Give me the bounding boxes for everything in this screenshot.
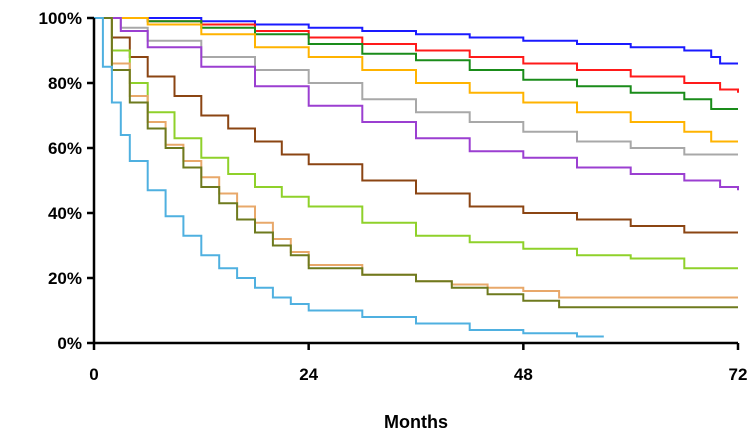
y-tick-label: 100% bbox=[39, 9, 82, 28]
y-tick-label: 20% bbox=[48, 269, 82, 288]
x-axis-title: Months bbox=[384, 412, 448, 432]
y-tick-label: 40% bbox=[48, 204, 82, 223]
x-tick-label: 0 bbox=[89, 365, 98, 384]
x-tick-label: 72 bbox=[729, 365, 748, 384]
series-line bbox=[94, 17, 604, 338]
x-tick-label: 24 bbox=[299, 365, 318, 384]
ticks-layer: 0 24 48 72 0% 20% 40% 60% 80% 100% bbox=[39, 9, 748, 384]
x-tick-label: 48 bbox=[514, 365, 533, 384]
series-line bbox=[94, 17, 738, 309]
series-line bbox=[94, 17, 738, 110]
series-line bbox=[94, 17, 738, 234]
series-line bbox=[94, 17, 739, 93]
series-layer bbox=[94, 17, 739, 338]
series-line bbox=[94, 17, 739, 191]
series-line bbox=[94, 17, 738, 299]
series-line bbox=[94, 17, 738, 65]
series-line bbox=[94, 17, 738, 143]
y-tick-label: 60% bbox=[48, 139, 82, 158]
axes-layer bbox=[92, 18, 738, 345]
y-tick-label: 0% bbox=[57, 334, 82, 353]
series-line bbox=[94, 17, 738, 156]
y-tick-label: 80% bbox=[48, 74, 82, 93]
